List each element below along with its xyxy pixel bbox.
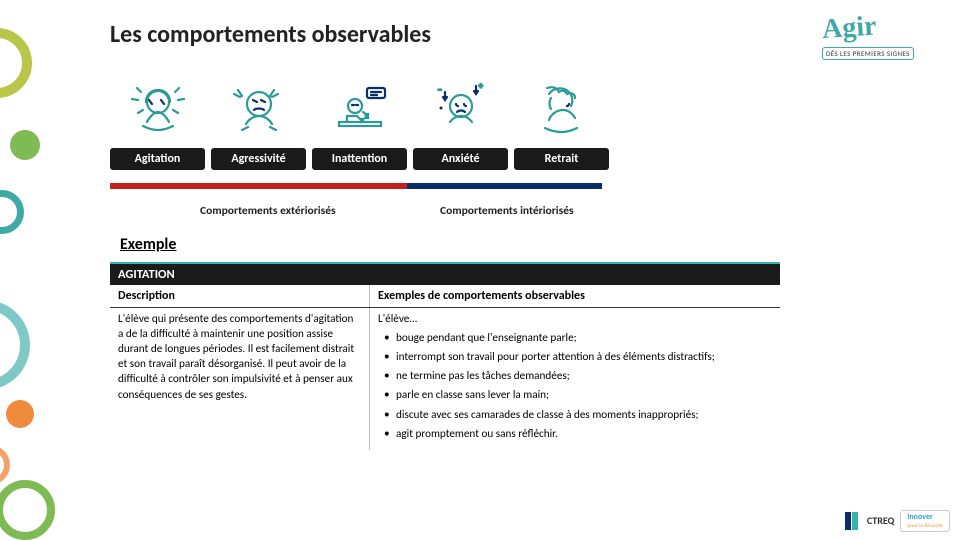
- table-caption: AGITATION: [110, 262, 780, 285]
- stripe-interiorises: [407, 183, 602, 189]
- ctreq-logo-bars: [845, 512, 858, 530]
- logo-script: Agir: [821, 6, 943, 46]
- examples-list: bouge pendant que l'enseignante parle; i…: [378, 331, 772, 442]
- innover-word1: innover: [907, 512, 932, 522]
- stripe-exteriorises: [110, 183, 407, 189]
- icon-cell-agitation: Agitation: [110, 70, 205, 170]
- list-item: agit promptement ou sans réfléchir.: [382, 427, 772, 442]
- agressivite-icon: [224, 78, 294, 140]
- table-header-row: Description Exemples de comportements ob…: [110, 285, 780, 308]
- exemple-heading: Exemple: [120, 235, 176, 254]
- list-item: interrompt son travail pour porter atten…: [382, 350, 772, 365]
- svg-text:−: −: [438, 85, 442, 94]
- logo-sub: DÈS LES PREMIERS SIGNES: [822, 47, 914, 60]
- tag-inattention: Inattention: [312, 148, 407, 170]
- list-item: ne termine pas les tâches demandées;: [382, 369, 772, 384]
- list-item: bouge pendant que l'enseignante parle;: [382, 331, 772, 346]
- tag-agitation: Agitation: [110, 148, 205, 170]
- icon-cell-retrait: Retrait: [514, 70, 609, 170]
- tag-agressivite: Agressivité: [211, 148, 306, 170]
- description-cell: L'élève qui présente des comportements d…: [110, 308, 370, 450]
- svg-text:z: z: [365, 113, 369, 120]
- tag-anxiete: Anxiété: [413, 148, 508, 170]
- retrait-icon: [527, 78, 597, 140]
- icon-cell-agressivite: Agressivité: [211, 70, 306, 170]
- page-title: Les comportements observables: [110, 20, 431, 49]
- decor-left: [0, 0, 60, 540]
- list-item: parle en classe sans lever la main;: [382, 388, 772, 403]
- inattention-icon: zz: [325, 78, 395, 140]
- agitation-icon: [123, 78, 193, 140]
- ctreq-text: CTREQ: [867, 514, 895, 527]
- agitation-table: AGITATION Description Exemples de compor…: [110, 262, 780, 450]
- col-examples-header: Exemples de comportements observables: [370, 285, 780, 307]
- innover-logo: innover pour la Réussite: [900, 510, 950, 533]
- tag-retrait: Retrait: [514, 148, 609, 170]
- icon-cell-anxiete: +− Anxiété: [413, 70, 508, 170]
- anxiete-icon: +−: [426, 78, 496, 140]
- innover-word2: pour la Réussite: [907, 523, 943, 529]
- examples-lead: L'élève…: [378, 312, 772, 327]
- svg-text:+: +: [479, 81, 483, 90]
- behaviour-icon-row: Agitation Agressivité zz Inattention +− …: [110, 70, 609, 170]
- table-body-row: L'élève qui présente des comportements d…: [110, 308, 780, 450]
- list-item: discute avec ses camarades de classe à d…: [382, 408, 772, 423]
- col-description-header: Description: [110, 285, 370, 307]
- footer-logos: CTREQ innover pour la Réussite: [845, 510, 950, 533]
- category-interiorises: Comportements intériorisés: [440, 204, 574, 218]
- icon-cell-inattention: zz Inattention: [312, 70, 407, 170]
- logo-agir: Agir DÈS LES PREMIERS SIGNES: [822, 10, 942, 65]
- examples-cell: L'élève… bouge pendant que l'enseignante…: [370, 308, 780, 450]
- category-exteriorises: Comportements extériorisés: [200, 204, 336, 218]
